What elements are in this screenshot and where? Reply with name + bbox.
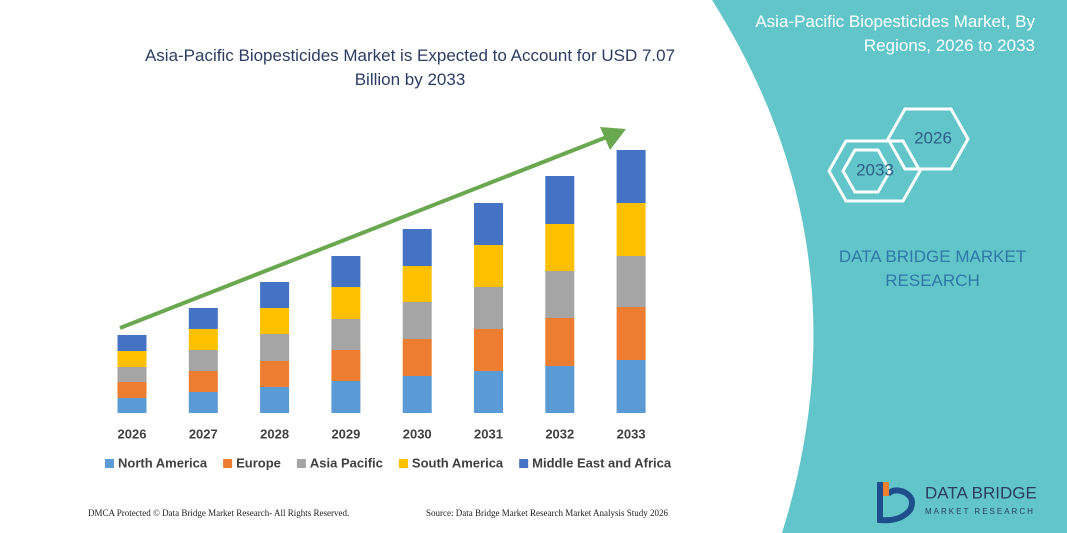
bar-segment <box>474 329 503 371</box>
bar-segment <box>331 381 361 413</box>
bar-segment <box>616 203 646 256</box>
bar-segment <box>331 256 361 287</box>
chart-title: Asia-Pacific Biopesticides Market is Exp… <box>144 46 676 89</box>
hex-label: 2026 <box>914 128 952 147</box>
x-tick-label: 2026 <box>118 426 147 441</box>
bar-segment <box>616 307 646 360</box>
x-tick-label: 2029 <box>331 426 360 441</box>
bar-segment <box>188 329 218 350</box>
hexagon <box>827 139 922 203</box>
legend-swatch <box>398 459 408 468</box>
arrow-head <box>600 127 626 150</box>
legend-label: Europe <box>236 455 281 470</box>
bar-segment <box>545 224 575 271</box>
panel-title: Asia-Pacific Biopesticides Market, By Re… <box>755 12 1035 55</box>
trend-arrow <box>119 133 613 330</box>
hexagon <box>886 107 970 171</box>
bar-segment <box>188 308 218 329</box>
hex-label: 2033 <box>856 160 894 179</box>
bar-segment <box>616 360 646 413</box>
bar-segment <box>260 308 290 334</box>
legend-label: Middle East and Africa <box>532 455 672 470</box>
bar-segment <box>474 371 503 413</box>
legend-label: Asia Pacific <box>310 455 383 470</box>
bar-segment <box>545 318 575 366</box>
bar-segment <box>260 387 290 413</box>
bar-segment <box>474 287 503 329</box>
legend-label: South America <box>412 455 504 470</box>
x-tick-label: 2028 <box>260 426 289 441</box>
bar-segment <box>402 339 432 376</box>
bar-segment <box>402 376 432 413</box>
bar-segment <box>117 382 147 398</box>
x-tick-label: 2030 <box>403 426 432 441</box>
x-tick-label: 2031 <box>474 426 503 441</box>
bar-segment <box>402 266 432 302</box>
bar-segment <box>402 229 432 266</box>
bar-segment <box>188 350 218 371</box>
bar-segment <box>616 150 646 203</box>
bar-segment <box>474 245 503 287</box>
bar-segment <box>117 367 147 382</box>
bar-segment <box>117 335 147 351</box>
bar-segment <box>474 203 503 245</box>
logo-name: DATA BRIDGE <box>925 483 1037 502</box>
side-panel <box>712 0 1067 533</box>
bar-segment <box>260 282 290 308</box>
legend-swatch <box>296 459 306 468</box>
bar-segment <box>331 287 361 319</box>
bar-segment <box>117 351 147 367</box>
logo-mark <box>877 482 915 524</box>
hexagon <box>841 148 892 194</box>
logo <box>877 482 915 524</box>
bar-segment <box>402 302 432 339</box>
footer-right: Source: Data Bridge Market Research Mark… <box>426 508 668 518</box>
bar-segment <box>188 392 218 413</box>
bar-segment <box>545 176 575 224</box>
bar-segment <box>616 256 646 307</box>
x-tick-label: 2033 <box>617 426 646 441</box>
bar-segment <box>188 371 218 392</box>
bar-segment <box>545 271 575 318</box>
x-tick-label: 2032 <box>545 426 574 441</box>
bar-segment <box>117 398 147 413</box>
bar-segment <box>331 319 361 350</box>
legend-swatch <box>519 459 529 468</box>
bar-segment <box>260 361 290 387</box>
footer-left: DMCA Protected © Data Bridge Market Rese… <box>88 508 349 518</box>
legend-swatch <box>223 459 233 468</box>
bar-segment <box>545 366 575 413</box>
panel-brand: DATA BRIDGE MARKET RESEARCH <box>838 247 1027 290</box>
legend-swatch <box>105 459 114 468</box>
legend-label: North America <box>118 455 208 470</box>
bar-segment <box>331 350 361 381</box>
bar-segment <box>260 334 290 361</box>
logo-tagline: MARKET RESEARCH <box>925 507 1035 516</box>
x-tick-label: 2027 <box>189 426 218 441</box>
